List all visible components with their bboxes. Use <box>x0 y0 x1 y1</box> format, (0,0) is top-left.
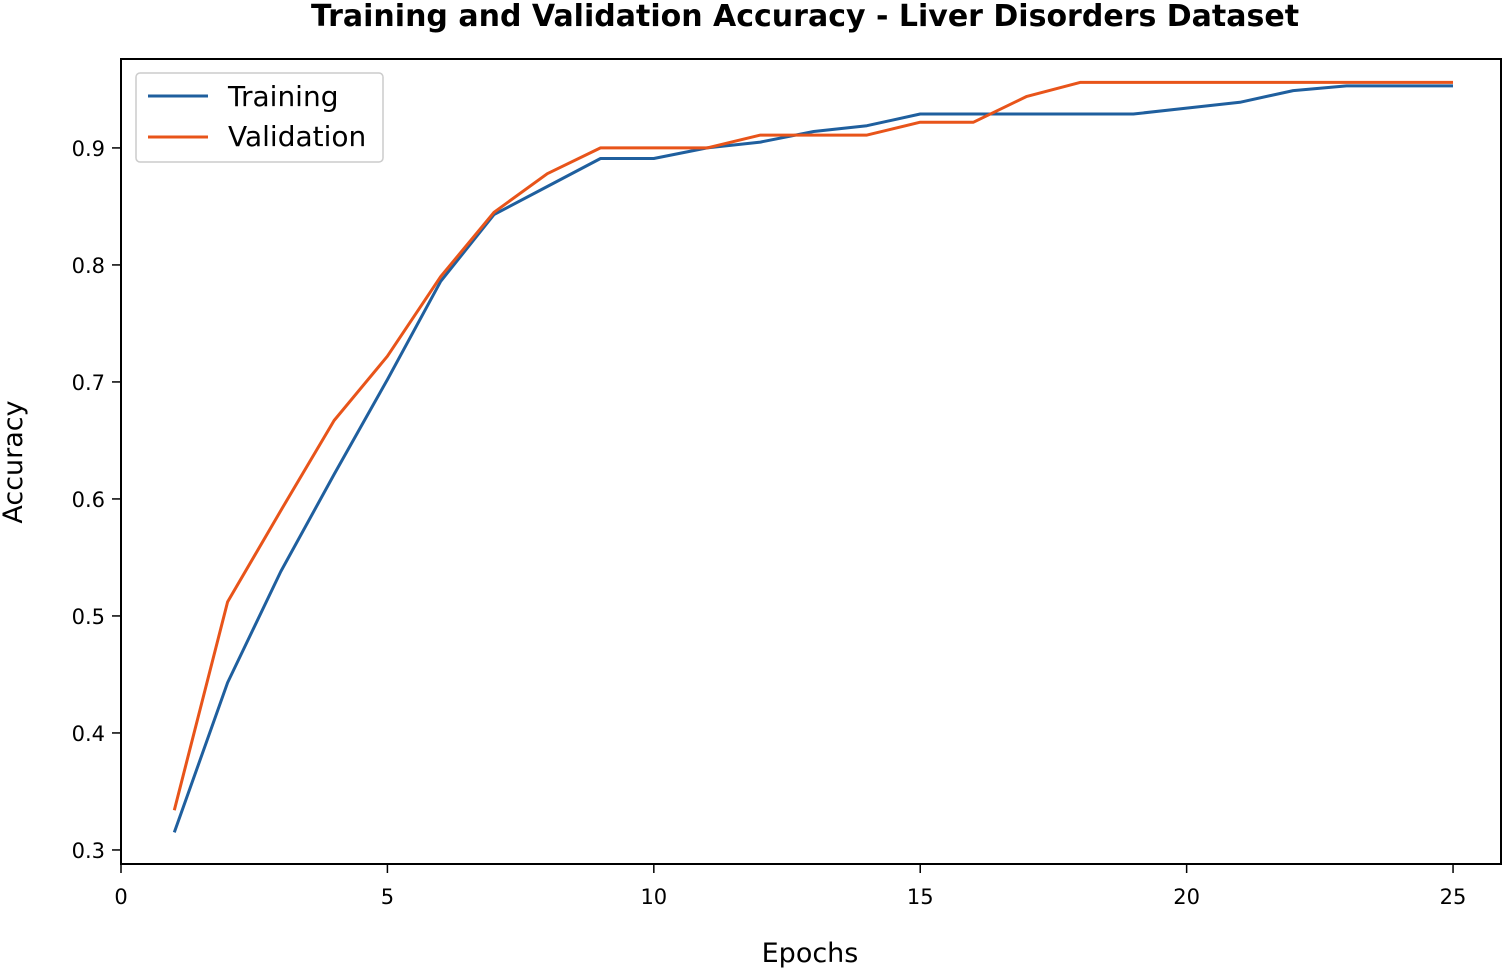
y-tick-label: 0.3 <box>72 839 105 863</box>
x-tick-label: 20 <box>1173 885 1200 909</box>
legend-label-validation: Validation <box>228 120 366 153</box>
x-tick-label: 25 <box>1440 885 1467 909</box>
y-tick-label: 0.5 <box>72 605 105 629</box>
x-axis-ticks: 0 5 10 15 20 25 <box>114 864 1466 909</box>
x-axis-label: Epochs <box>762 938 859 969</box>
y-tick-label: 0.8 <box>72 254 105 278</box>
x-tick-label: 0 <box>114 885 127 909</box>
x-tick-label: 15 <box>907 885 934 909</box>
plot-frame <box>120 58 1502 865</box>
legend: Training Validation <box>135 72 384 163</box>
chart-title: Training and Validation Accuracy - Liver… <box>311 0 1299 34</box>
y-tick-label: 0.6 <box>72 488 105 512</box>
y-axis-ticks: 0.3 0.4 0.5 0.6 0.7 0.8 0.9 <box>72 137 121 863</box>
y-axis-label: Accuracy <box>0 400 29 523</box>
y-tick-label: 0.9 <box>72 137 105 161</box>
series-line-validation <box>172 80 1453 811</box>
x-tick-label: 10 <box>640 885 667 909</box>
y-tick-label: 0.4 <box>72 722 105 746</box>
y-tick-label: 0.7 <box>72 371 105 395</box>
plot-lines <box>172 80 1453 833</box>
series-line-training <box>172 84 1453 833</box>
x-tick-label: 5 <box>381 885 394 909</box>
legend-label-training: Training <box>227 80 338 113</box>
